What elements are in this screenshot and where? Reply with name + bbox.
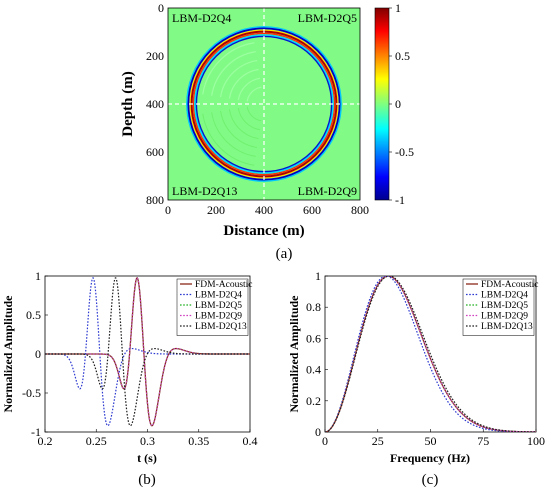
x-tick-label: 50 [425, 434, 437, 448]
artifact-arc-upper-4 [237, 77, 261, 101]
y-tick-label: 0.4 [306, 363, 321, 377]
x-tick-label: 0.3 [140, 434, 155, 448]
legend-box [176, 278, 249, 336]
colorbar-ticks: 1 0.5 0 -0.5 -1 [389, 1, 414, 207]
colorbar-tick-label: -1 [395, 193, 405, 207]
legend-label-lbm-d2q4: LBM-D2Q4 [195, 291, 242, 301]
legend-label-lbm-d2q9: LBM-D2Q9 [481, 312, 528, 322]
quadrant-label-d2q4: LBM-D2Q4 [172, 11, 231, 25]
colorbar-tick-label: -0.5 [395, 145, 414, 159]
legend-label-fdm-acoustic: FDM-Acoustic [195, 280, 253, 290]
colorbar-tick-label: 0 [395, 97, 401, 111]
series-line-lbm-d2q4 [325, 276, 536, 432]
y-tick-label: 0 [315, 425, 321, 439]
heatmap-frame [167, 7, 361, 201]
series-line-lbm-d2q13 [325, 276, 536, 432]
x-tick-label: 0.2 [38, 434, 53, 448]
quadrant-label-d2q13: LBM-D2Q13 [172, 184, 237, 198]
panel-a-heatmap: LBM-D2Q4 LBM-D2Q5 LBM-D2Q13 LBM-D2Q9 0 20… [120, 1, 414, 262]
heatmap-x-tick: 0 [165, 203, 171, 217]
artifact-arc-lower-5 [246, 106, 262, 122]
y-tick-label: 0.2 [306, 394, 321, 408]
series-line-lbm-d2q9 [325, 276, 536, 432]
artifact-arc-upper-5 [246, 86, 262, 102]
artifact-arc-lower-4 [237, 107, 261, 131]
panel-label-b: (b) [138, 472, 156, 488]
plot-b-legend: FDM-AcousticLBM-D2Q4LBM-D2Q5LBM-D2Q9LBM-… [176, 278, 253, 336]
plot-c-y-axis-label: Normalized Amplitude [287, 295, 301, 413]
colorbar-tick-label: 0.5 [395, 49, 410, 63]
plot-c-legend: FDM-AcousticLBM-D2Q4LBM-D2Q5LBM-D2Q9LBM-… [462, 278, 539, 336]
colorbar [374, 7, 390, 201]
artifact-arc-upper-0 [202, 42, 255, 95]
plot-b-x-axis-label: t (s) [137, 451, 157, 465]
plot-b-y-axis-label: Normalized Amplitude [1, 295, 15, 413]
legend-label-lbm-d2q4: LBM-D2Q4 [481, 291, 528, 301]
heatmap-x-tick: 400 [255, 203, 273, 217]
wavefront-ring-4 [192, 32, 336, 176]
legend-label-lbm-d2q9: LBM-D2Q9 [195, 312, 242, 322]
y-tick-label: 0.6 [306, 331, 321, 345]
heatmap-y-tick: 200 [146, 49, 164, 63]
artifact-arc-lower-1 [211, 112, 256, 157]
plot-c-series [325, 276, 536, 432]
artifact-arc-lower-2 [220, 110, 258, 148]
y-tick-label: 0.8 [306, 300, 321, 314]
heatmap-x-axis-label: Distance (m) [223, 223, 304, 239]
series-line-lbm-d2q13 [45, 277, 250, 427]
x-tick-label: 75 [477, 434, 489, 448]
x-tick-label: 100 [527, 434, 545, 448]
heatmap-y-tick: 800 [146, 193, 164, 207]
artifact-arc-upper-3 [228, 68, 259, 99]
y-tick-label: -1 [31, 425, 41, 439]
panel-b-time-series: 0.2 0.25 0.3 0.35 0.4 1 0.5 0 -0.5 -1 FDM-Acousti… [1, 269, 258, 488]
artifact-arc-upper-2 [219, 59, 258, 98]
heatmap-x-tick: 800 [351, 203, 369, 217]
panel-label-c: (c) [422, 472, 439, 488]
heatmap-y-tick: 600 [146, 145, 164, 159]
y-tick-label: 1 [315, 269, 321, 283]
y-tick-label: -0.5 [22, 386, 41, 400]
y-tick-label: 1 [35, 269, 41, 283]
artifact-arc-upper-1 [211, 51, 256, 96]
panel-label-a: (a) [276, 246, 293, 262]
artifact-arc-lower-3 [228, 109, 259, 140]
legend-label-fdm-acoustic: FDM-Acoustic [481, 280, 539, 290]
y-tick-label: 0.5 [26, 308, 41, 322]
colorbar-tick-label: 1 [395, 1, 401, 15]
legend-label-lbm-d2q5: LBM-D2Q5 [195, 301, 242, 311]
x-tick-label: 0.4 [243, 434, 258, 448]
artifact-arc-lower-0 [202, 113, 255, 166]
heatmap-y-axis-label: Depth (m) [120, 71, 136, 136]
quadrant-label-d2q9: LBM-D2Q9 [298, 184, 357, 198]
plot-c-x-axis-label: Frequency (Hz) [390, 451, 470, 465]
wavefront-ring-0 [186, 26, 342, 182]
heatmap-y-tick: 400 [146, 97, 164, 111]
legend-label-lbm-d2q13: LBM-D2Q13 [195, 322, 247, 332]
y-tick-label: 0 [35, 347, 41, 361]
plot-c-ticks: 0 25 50 75 100 1 0.8 0.6 0.4 0.2 0 [306, 269, 545, 448]
quadrant-label-d2q5: LBM-D2Q5 [298, 11, 357, 25]
x-tick-label: 25 [372, 434, 384, 448]
heatmap-y-tick: 0 [158, 1, 164, 15]
legend-box [462, 278, 535, 336]
heatmap-x-tick: 200 [207, 203, 225, 217]
x-tick-label: 0.35 [188, 434, 209, 448]
x-tick-label: 0.25 [86, 434, 107, 448]
legend-label-lbm-d2q13: LBM-D2Q13 [481, 322, 533, 332]
dispersion-artifacts [202, 42, 262, 166]
plot-b-ticks: 0.2 0.25 0.3 0.35 0.4 1 0.5 0 -0.5 -1 [22, 269, 258, 448]
legend-label-lbm-d2q5: LBM-D2Q5 [481, 301, 528, 311]
plot-b-series [45, 277, 250, 427]
x-tick-label: 0 [322, 434, 328, 448]
heatmap-x-tick: 600 [303, 203, 321, 217]
